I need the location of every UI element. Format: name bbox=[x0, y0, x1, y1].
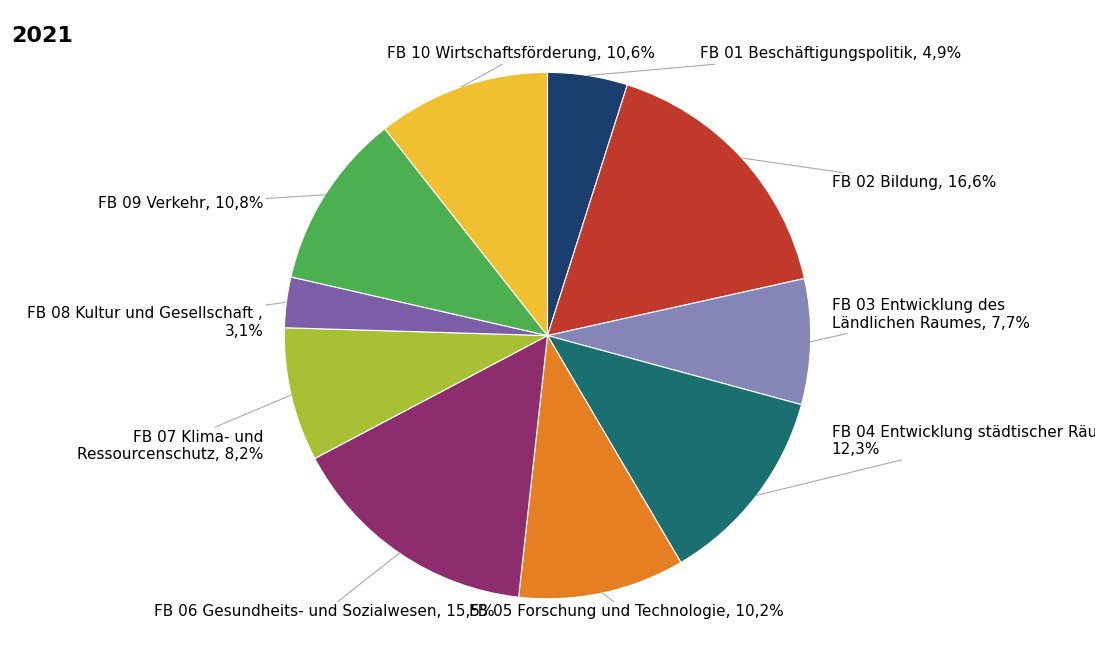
Wedge shape bbox=[548, 85, 805, 336]
Wedge shape bbox=[285, 277, 548, 336]
Text: FB 02 Bildung, 16,6%: FB 02 Bildung, 16,6% bbox=[741, 158, 996, 190]
Wedge shape bbox=[548, 336, 802, 563]
Text: 2021: 2021 bbox=[11, 26, 73, 46]
Text: FB 04 Entwicklung städtischer Räume,
12,3%: FB 04 Entwicklung städtischer Räume, 12,… bbox=[757, 424, 1095, 495]
Text: FB 08 Kultur und Gesellschaft ,
3,1%: FB 08 Kultur und Gesellschaft , 3,1% bbox=[27, 302, 287, 339]
Wedge shape bbox=[314, 336, 548, 597]
Text: FB 09 Verkehr, 10,8%: FB 09 Verkehr, 10,8% bbox=[97, 195, 325, 211]
Wedge shape bbox=[291, 129, 548, 336]
Wedge shape bbox=[548, 72, 627, 336]
Wedge shape bbox=[285, 328, 548, 459]
Text: FB 10 Wirtschaftsförderung, 10,6%: FB 10 Wirtschaftsförderung, 10,6% bbox=[388, 47, 655, 87]
Wedge shape bbox=[548, 278, 810, 405]
Text: FB 06 Gesundheits- und Sozialwesen, 15,5%: FB 06 Gesundheits- und Sozialwesen, 15,5… bbox=[154, 553, 495, 619]
Text: FB 03 Entwicklung des
Ländlichen Raumes, 7,7%: FB 03 Entwicklung des Ländlichen Raumes,… bbox=[810, 298, 1029, 342]
Wedge shape bbox=[519, 336, 681, 599]
Text: FB 01 Beschäftigungspolitik, 4,9%: FB 01 Beschäftigungspolitik, 4,9% bbox=[588, 47, 961, 76]
Wedge shape bbox=[384, 72, 548, 336]
Text: FB 05 Forschung und Technologie, 10,2%: FB 05 Forschung und Technologie, 10,2% bbox=[469, 593, 784, 619]
Text: FB 07 Klima- und
Ressourcenschutz, 8,2%: FB 07 Klima- und Ressourcenschutz, 8,2% bbox=[77, 395, 291, 463]
